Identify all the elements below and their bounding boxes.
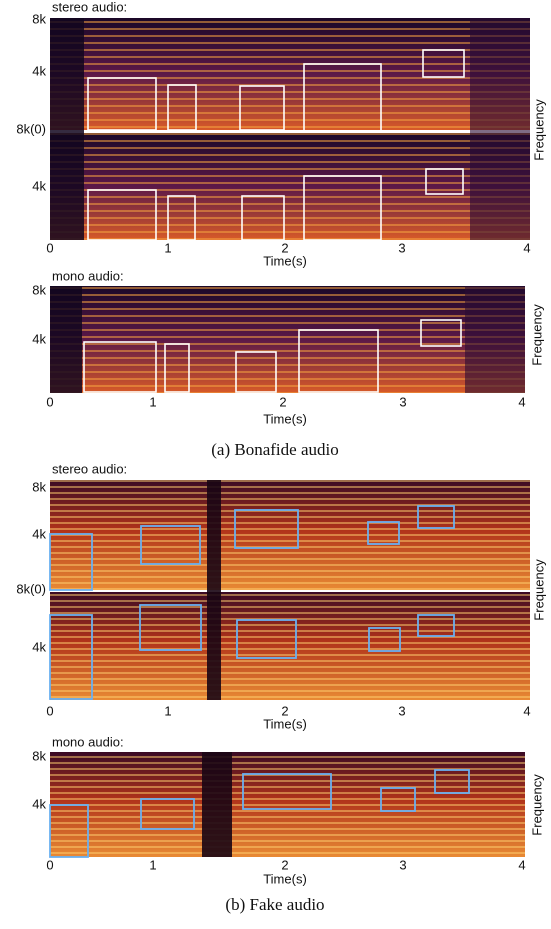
x-tick: 3 bbox=[398, 703, 405, 718]
silence bbox=[207, 480, 221, 700]
x-tick: 4 bbox=[523, 240, 530, 255]
x-tick: 1 bbox=[149, 857, 156, 872]
panel-label: stereo audio: bbox=[52, 461, 127, 476]
x-tick: 3 bbox=[399, 857, 406, 872]
harmonics bbox=[50, 286, 525, 393]
side-label: Frequency bbox=[531, 99, 546, 161]
harmonics bbox=[50, 133, 530, 240]
x-tick: 1 bbox=[164, 703, 171, 718]
harmonics bbox=[50, 18, 530, 130]
y-label: 4k bbox=[32, 796, 46, 811]
panel-label: mono audio: bbox=[52, 268, 124, 283]
silence bbox=[470, 18, 530, 240]
silence bbox=[202, 752, 232, 857]
y-label: 8k bbox=[32, 11, 46, 26]
x-label: Time(s) bbox=[263, 871, 307, 886]
x-tick: 2 bbox=[279, 394, 286, 409]
x-tick: 4 bbox=[518, 857, 525, 872]
x-tick: 1 bbox=[149, 394, 156, 409]
y-label: 8k bbox=[32, 282, 46, 297]
y-label: 4k bbox=[32, 331, 46, 346]
panel-stereo-fake: stereo audio: 8k 4k 8k(0) 4k 0 1 2 3 4 T… bbox=[16, 461, 546, 731]
panel-label: stereo audio: bbox=[52, 0, 127, 14]
x-tick: 0 bbox=[46, 394, 53, 409]
silence bbox=[50, 286, 82, 393]
harmonics bbox=[50, 592, 530, 700]
silence bbox=[465, 286, 525, 393]
y-label: 8k(0) bbox=[16, 581, 46, 596]
side-label: Frequency bbox=[529, 774, 544, 836]
figure: stereo audio: 8k 4k 8k(0) 4k 0 1 2 3 4 T… bbox=[0, 0, 551, 929]
x-tick: 3 bbox=[399, 394, 406, 409]
harmonics bbox=[50, 480, 530, 590]
x-label: Time(s) bbox=[263, 253, 307, 268]
x-tick: 0 bbox=[46, 703, 53, 718]
panel-mono-bonafide: mono audio: 8k 4k 0 1 2 3 4 Time(s) Freq… bbox=[32, 268, 544, 426]
x-label: Time(s) bbox=[263, 716, 307, 731]
panel-label: mono audio: bbox=[52, 734, 124, 749]
y-label: 8k bbox=[32, 479, 46, 494]
x-label: Time(s) bbox=[263, 411, 307, 426]
caption: (b) Fake audio bbox=[225, 895, 324, 914]
x-tick: 4 bbox=[523, 703, 530, 718]
panel-stereo-bonafide: stereo audio: 8k 4k 8k(0) 4k 0 1 2 3 4 T… bbox=[16, 0, 546, 268]
x-tick: 1 bbox=[164, 240, 171, 255]
caption: (a) Bonafide audio bbox=[211, 440, 338, 459]
harmonics bbox=[50, 752, 525, 857]
x-tick: 4 bbox=[518, 394, 525, 409]
y-label: 8k(0) bbox=[16, 121, 46, 136]
x-tick: 0 bbox=[46, 240, 53, 255]
side-label: Frequency bbox=[531, 559, 546, 621]
x-tick: 3 bbox=[398, 240, 405, 255]
y-label: 4k bbox=[32, 526, 46, 541]
x-tick: 2 bbox=[281, 857, 288, 872]
x-tick: 0 bbox=[46, 857, 53, 872]
panel-mono-fake: mono audio: 8k 4k 0 1 2 3 4 Time(s) Freq… bbox=[32, 734, 544, 886]
silence bbox=[50, 18, 84, 240]
side-label: Frequency bbox=[529, 304, 544, 366]
y-label: 4k bbox=[32, 639, 46, 654]
y-label: 8k bbox=[32, 748, 46, 763]
y-label: 4k bbox=[32, 63, 46, 78]
y-label: 4k bbox=[32, 178, 46, 193]
